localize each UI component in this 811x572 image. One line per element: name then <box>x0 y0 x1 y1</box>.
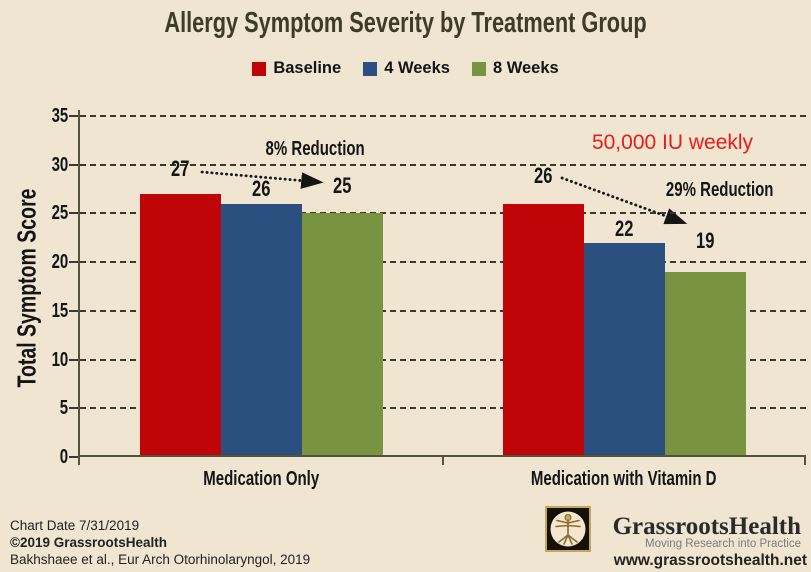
grassrootshealth-logo: GrassrootsHealth Moving Research into Pr… <box>545 505 811 571</box>
bar-value-label-medication-only-baseline: 27 <box>171 155 190 181</box>
gridline-35 <box>80 115 806 117</box>
legend-label-4-weeks: 4 Weeks <box>384 59 450 77</box>
logo-tagline: Moving Research into Practice <box>645 538 801 550</box>
y-tick-label-35: 35 <box>51 105 68 127</box>
reduction-arrow-medication-only <box>200 170 324 189</box>
gridline-5 <box>80 407 806 410</box>
y-tick-label-5: 5 <box>59 397 68 420</box>
bar-value-label-medication-with-vitamin-d-baseline: 26 <box>534 162 553 188</box>
y-tick-label-0: 0 <box>59 446 68 468</box>
bar-medication-with-vitamin-d-baseline <box>503 203 584 457</box>
y-axis-tick-10 <box>69 358 80 361</box>
bar-value-label-medication-with-vitamin-d-4-weeks: 22 <box>615 215 634 241</box>
y-tick-label-10: 10 <box>51 348 68 371</box>
gridline-25 <box>80 212 806 215</box>
legend-label-8-weeks: 8 Weeks <box>492 59 559 77</box>
x-axis-group-divider-tick <box>442 457 444 465</box>
annotation-8-percent-reduction: 8% Reduction <box>265 138 365 160</box>
y-tick-label-15: 15 <box>51 299 68 322</box>
y-axis-tick-5 <box>69 407 80 410</box>
citation: Bakhshaee et al., Eur Arch Otorhinolaryn… <box>10 552 311 567</box>
x-axis-end-tick-left <box>78 457 80 465</box>
y-axis-tick-25 <box>69 212 80 215</box>
y-axis-tick-35 <box>69 115 80 117</box>
gridline-30 <box>80 163 806 166</box>
category-label-medication-with-vitamin-d: Medication with Vitamin D <box>531 468 717 490</box>
chart-title: Allergy Symptom Severity by Treatment Gr… <box>0 7 811 40</box>
y-axis-tick-20 <box>69 261 80 264</box>
bar-value-label-medication-with-vitamin-d-8-weeks: 19 <box>696 227 715 253</box>
chart-date: Chart Date 7/31/2019 <box>10 518 140 533</box>
gridline-10 <box>80 358 806 361</box>
bar-medication-only-baseline <box>140 193 221 457</box>
legend: Baseline 4 Weeks 8 Weeks <box>0 59 811 78</box>
chart-title-text: Allergy Symptom Severity by Treatment Gr… <box>164 7 647 39</box>
reduction-arrow-vitamin-d <box>560 176 688 225</box>
y-axis-tick-30 <box>69 163 80 166</box>
y-tick-label-30: 30 <box>51 153 68 176</box>
y-tick-label-20: 20 <box>51 251 68 274</box>
8-weeks-swatch-icon <box>471 61 486 76</box>
category-label-medication-only: Medication Only <box>203 468 319 490</box>
baseline-swatch-icon <box>252 61 267 76</box>
y-tick-label-25: 25 <box>51 202 68 225</box>
legend-label-baseline: Baseline <box>273 59 342 77</box>
y-axis-tick-15 <box>69 309 80 312</box>
y-axis-title: Total Symptom Score <box>11 188 42 388</box>
logo-website: www.grassrootshealth.net <box>613 552 807 569</box>
y-axis-tick-0 <box>69 456 80 458</box>
annotation-29-percent-reduction: 29% Reduction <box>666 179 774 201</box>
bar-value-label-medication-only-8-weeks: 25 <box>333 173 352 199</box>
legend-item-8-weeks: 8 Weeks <box>471 59 559 78</box>
vitruvian-man-icon <box>545 506 591 552</box>
legend-item-baseline: Baseline <box>252 59 341 78</box>
gridline-15 <box>80 309 806 312</box>
legend-item-4-weeks: 4 Weeks <box>363 59 450 78</box>
bar-medication-with-vitamin-d-4-weeks <box>584 242 665 457</box>
copyright: ©2019 GrassrootsHealth <box>10 535 168 550</box>
x-axis-line <box>78 455 806 457</box>
bar-value-label-medication-only-4-weeks: 26 <box>252 175 271 201</box>
bar-medication-with-vitamin-d-8-weeks <box>665 271 746 457</box>
footer-credits: Chart Date 7/31/2019 ©2019 GrassrootsHea… <box>10 517 310 568</box>
bar-medication-only-4-weeks <box>221 203 302 457</box>
gridline-20 <box>80 261 806 264</box>
annotation-dose-note: 50,000 IU weekly <box>591 131 754 154</box>
y-axis-line <box>78 110 80 457</box>
bar-medication-only-8-weeks <box>302 213 383 457</box>
logo-wordmark: GrassrootsHealth <box>612 513 801 540</box>
x-axis-end-tick-right <box>804 457 806 465</box>
4-weeks-swatch-icon <box>363 61 378 76</box>
